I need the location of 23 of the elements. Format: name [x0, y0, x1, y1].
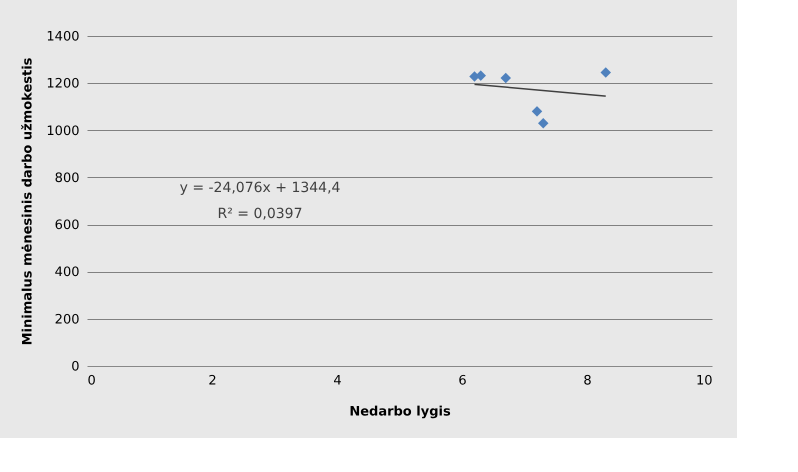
annotation: R² = 0,0397 — [218, 206, 302, 222]
x-tick-label: 2 — [208, 374, 217, 388]
annotation: y = -24,076x + 1344,4 — [180, 180, 341, 196]
y-tick-label: 0 — [71, 360, 80, 374]
point — [532, 106, 542, 117]
point — [538, 118, 548, 128]
x-tick-label: 0 — [88, 374, 96, 388]
y-tick-label: 600 — [54, 218, 80, 234]
y-tick-label: 1400 — [46, 30, 80, 44]
x-tick-label: 4 — [333, 374, 342, 388]
point — [600, 67, 611, 78]
point — [476, 70, 486, 81]
x-tick-label: 6 — [458, 374, 467, 388]
y-tick-label: 800 — [54, 170, 80, 186]
x-axis-title: Nedarbo lygis — [349, 404, 451, 420]
y-tick-label: 400 — [54, 265, 80, 280]
y-tick-label: 1200 — [46, 76, 80, 92]
y-axis-title: Minimalus mėnesinis darbo užmokestis — [20, 57, 36, 346]
x-tick-label: 8 — [583, 374, 592, 388]
point — [500, 72, 511, 84]
y-tick-label: 200 — [54, 312, 80, 328]
x-tick-label: 10 — [696, 374, 712, 388]
y-tick-label: 1000 — [46, 124, 80, 139]
